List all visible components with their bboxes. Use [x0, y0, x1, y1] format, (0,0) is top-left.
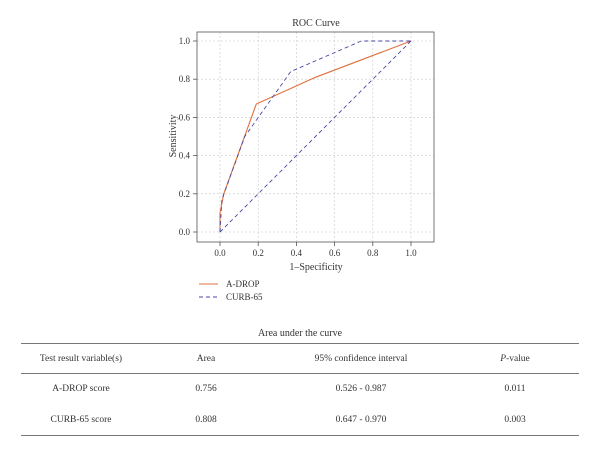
header-p-value: P-value [451, 343, 579, 374]
header-p-rest: -value [506, 353, 530, 364]
legend-label: CURB-65 [226, 292, 263, 302]
header-confidence-interval: 95% confidence interval [271, 343, 451, 374]
header-p-italic: P [500, 353, 507, 364]
header-area: Area [141, 343, 271, 374]
x-tick-label: 0.6 [329, 248, 341, 258]
auc-table: Test result variable(s) Area 95% confide… [21, 343, 579, 436]
x-tick-label: 0.8 [367, 248, 379, 258]
legend-label: A-DROP [226, 279, 260, 289]
cell-confidence-interval: 0.647 - 0.970 [271, 404, 451, 436]
header-test-variable: Test result variable(s) [21, 343, 141, 374]
x-tick-label: 0.2 [253, 248, 264, 258]
x-tick-label: 0.4 [291, 248, 303, 258]
x-tick-label: 0.0 [214, 248, 226, 258]
cell-p-value: 0.003 [451, 404, 579, 436]
chart-title: ROC Curve [292, 18, 340, 29]
cell-confidence-interval: 0.526 - 0.987 [335, 384, 387, 395]
x-tick-label: 1.0 [405, 248, 417, 258]
roc-chart: ROC Curve 0.0 0.2 0.4 0.6 0.8 1.0 0.0 0.2 0.4 0.6… [168, 18, 435, 302]
cell-test-variable: A-DROP score [52, 384, 110, 395]
y-tick-label: 0.6 [179, 112, 191, 122]
table-caption: Area under the curve [257, 328, 343, 339]
x-axis-label: 1–Specificity [289, 262, 342, 273]
table-row: A-DROP score 0.756 0.526 - 0.987 0.011 [21, 374, 579, 405]
y-tick-label: 0.2 [179, 189, 190, 199]
y-tick-label: 0.0 [179, 227, 191, 237]
y-tick-label: 0.8 [179, 74, 191, 84]
y-tick-label: 0.4 [179, 151, 191, 161]
cell-p-value: 0.011 [504, 384, 526, 395]
reference-line [219, 40, 412, 233]
table-header-row: Test result variable(s) Area 95% confide… [21, 343, 579, 374]
y-tick-label: 1.0 [179, 36, 191, 46]
cell-area: 0.756 [195, 384, 217, 395]
plot-frame [196, 31, 435, 243]
table-row: CURB-65 score 0.808 0.647 - 0.970 0.003 [21, 404, 579, 436]
y-axis-label: Sensitivity [168, 115, 179, 158]
cell-test-variable: CURB-65 score [21, 404, 141, 436]
cell-area: 0.808 [141, 404, 271, 436]
